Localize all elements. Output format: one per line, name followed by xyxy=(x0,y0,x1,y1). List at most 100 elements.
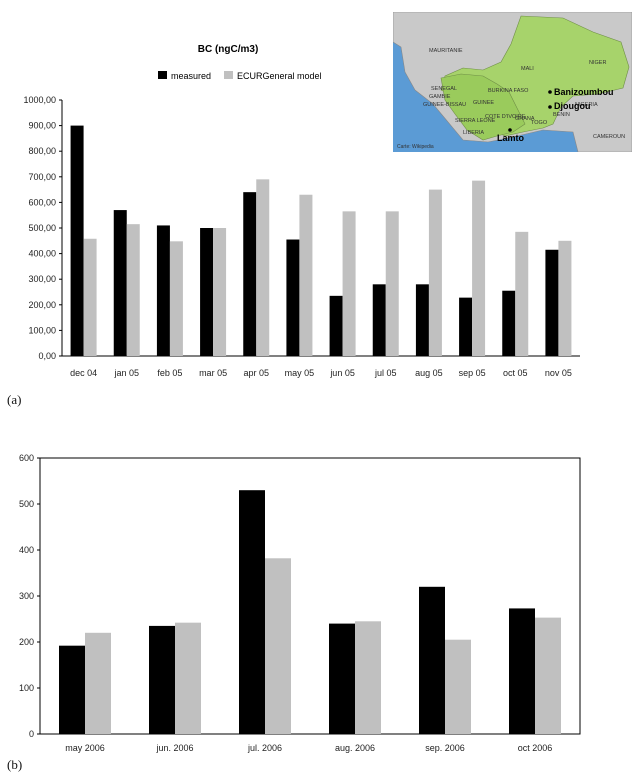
map-label-senegal: SENEGAL xyxy=(431,86,457,92)
chart-b-y-tick-label: 600 xyxy=(19,453,34,463)
chart-a-x-tick-label: dec 04 xyxy=(70,368,97,378)
panel-label-b: (b) xyxy=(7,757,23,772)
panel-label-a: (a) xyxy=(7,392,22,407)
chart-b-y-tick-label: 100 xyxy=(19,683,34,693)
map-label-cameroun: CAMEROUN xyxy=(593,134,625,140)
map-label-mali: MALI xyxy=(521,66,534,72)
chart-a-y-tick-label: 600,00 xyxy=(28,197,56,207)
chart-a-x-tick-label: aug 05 xyxy=(415,368,443,378)
chart-a-bar-series1 xyxy=(113,210,127,356)
chart-a-bar-series1 xyxy=(459,297,473,356)
chart-a-x-tick-label: sep 05 xyxy=(459,368,486,378)
chart-a-x-tick-label: mar 05 xyxy=(199,368,227,378)
chart-a-bar-series1 xyxy=(156,225,170,356)
chart-a-x-tick-label: jan 05 xyxy=(113,368,139,378)
chart-a-bar-series1 xyxy=(502,290,516,356)
chart-b-frame xyxy=(39,457,581,735)
chart-a-bar-series2 xyxy=(385,211,399,356)
chart-b-bar-series2 xyxy=(265,558,291,734)
chart-a-x-tick-label: jul 05 xyxy=(374,368,397,378)
chart-a-bar-series1 xyxy=(545,249,559,356)
chart-a-bar-series2 xyxy=(213,228,227,356)
chart-b-bar-series1 xyxy=(329,623,355,734)
chart-a-bar-series2 xyxy=(83,238,97,356)
map-label-mauritanie: MAURITANIE xyxy=(429,48,463,54)
site-marker-djougou xyxy=(548,105,552,109)
map-coastal-region xyxy=(440,73,526,141)
chart-b-bar-series1 xyxy=(239,490,265,734)
map-label-gambie: GAMBIE xyxy=(429,94,451,100)
chart-a-bar-series2 xyxy=(256,179,270,356)
chart-a-y-tick-label: 900,00 xyxy=(28,121,56,131)
chart-b-bar-series2 xyxy=(175,622,201,734)
chart-b-y-tick-label: 500 xyxy=(19,499,34,509)
chart-a-y-tick-label: 100,00 xyxy=(28,325,56,335)
chart-b-x-tick-label: jul. 2006 xyxy=(247,743,282,753)
chart-b-x-tick-label: may 2006 xyxy=(65,743,105,753)
chart-a-x-tick-label: oct 05 xyxy=(503,368,528,378)
chart-a-bar-series1 xyxy=(286,239,300,356)
chart-a-x-tick-label: feb 05 xyxy=(157,368,182,378)
chart-b-x-tick-label: sep. 2006 xyxy=(425,743,465,753)
legend-swatch-measured xyxy=(158,71,167,79)
chart-a-y-tick-label: 200,00 xyxy=(28,300,56,310)
chart-b-y-tick-label: 300 xyxy=(19,591,34,601)
map-label-sierra-leone: SIERRA LEONE xyxy=(455,118,496,124)
legend-label-measured: measured xyxy=(171,71,211,81)
chart-b-bar-series1 xyxy=(59,645,85,734)
chart-a-y-tick-label: 0,00 xyxy=(38,351,56,361)
chart-a-legend: measured ECURGeneral model xyxy=(158,71,322,81)
chart-a: BC (ngC/m3) measured ECURGeneral model 0… xyxy=(23,44,580,378)
chart-b-y-tick-label: 400 xyxy=(19,545,34,555)
chart-b: 0 100 200 300 400 500 600 may 2006 jun. 2006 jul.… xyxy=(19,453,581,753)
chart-a-x-tick-label: may 05 xyxy=(285,368,315,378)
map-label-liberia: LIBERIA xyxy=(463,130,484,136)
chart-b-bar-series1 xyxy=(419,586,445,734)
map-label-guinee-bissau: GUINEE-BISSAU xyxy=(423,102,466,108)
chart-b-bar-series2 xyxy=(535,617,561,734)
chart-a-bar-series2 xyxy=(428,189,442,356)
chart-a-y-tick-label: 500,00 xyxy=(28,223,56,233)
map-credit: Carte: Wikipedia xyxy=(397,144,434,150)
map-label-ghana: GHANA xyxy=(515,116,535,122)
chart-b-x-tick-label: jun. 2006 xyxy=(155,743,193,753)
chart-a-title: BC (ngC/m3) xyxy=(198,44,259,55)
chart-a-bar-series2 xyxy=(126,224,140,356)
chart-a-bar-series1 xyxy=(200,228,214,356)
chart-a-bar-series1 xyxy=(329,295,343,356)
site-marker-lamto xyxy=(508,128,512,132)
chart-a-bar-series2 xyxy=(299,194,313,356)
site-label-banizoumbou: Banizoumbou xyxy=(554,87,614,97)
map-label-benin: BENIN xyxy=(553,112,570,118)
chart-a-bar-series1 xyxy=(243,192,257,356)
chart-a-y-tick-label: 1000,00 xyxy=(23,95,56,105)
chart-b-x-tick-label: aug. 2006 xyxy=(335,743,375,753)
chart-a-bar-series1 xyxy=(415,284,429,356)
inset-map: MALI NIGER BURKINA FASO GUINEE COTE D'IV… xyxy=(393,12,632,152)
chart-a-bar-series2 xyxy=(515,231,529,356)
chart-a-y-tick-label: 400,00 xyxy=(28,249,56,259)
chart-a-x-tick-label: jun 05 xyxy=(329,368,355,378)
chart-b-bar-series2 xyxy=(445,639,471,734)
chart-a-bar-series2 xyxy=(342,211,356,356)
chart-b-bar-series2 xyxy=(355,621,381,734)
legend-label-model: ECURGeneral model xyxy=(237,71,322,81)
chart-a-x-tick-label: apr 05 xyxy=(243,368,269,378)
chart-a-y-tick-label: 700,00 xyxy=(28,172,56,182)
chart-a-bar-series1 xyxy=(372,284,386,356)
chart-b-bar-series1 xyxy=(149,625,175,734)
chart-b-y-tick-label: 200 xyxy=(19,637,34,647)
site-label-djougou: Djougou xyxy=(554,101,591,111)
site-marker-banizoumbou xyxy=(548,90,552,94)
chart-b-bar-series1 xyxy=(509,608,535,734)
chart-a-bar-series2 xyxy=(472,180,486,356)
map-label-burkina: BURKINA FASO xyxy=(488,88,529,94)
chart-a-bar-series2 xyxy=(169,241,183,356)
chart-a-y-tick-label: 300,00 xyxy=(28,274,56,284)
chart-a-bar-series2 xyxy=(558,240,572,356)
map-label-togo: TOGO xyxy=(531,120,548,126)
chart-a-x-tick-label: nov 05 xyxy=(545,368,572,378)
chart-b-x-tick-label: oct 2006 xyxy=(518,743,553,753)
map-label-cote-divoire: COTE D'IVOIRE xyxy=(485,114,526,120)
